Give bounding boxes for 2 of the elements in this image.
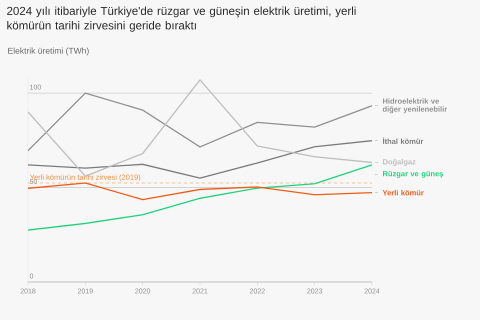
y-axis-title: Elektrik üretimi (TWh) [8,48,89,56]
chart-title: 2024 yılı itibariyle Türkiye'de rüzgar ve güneşin elektrik üretimi, yerli kömürün tarihi zirvesini geride bıraktı [7,6,356,32]
